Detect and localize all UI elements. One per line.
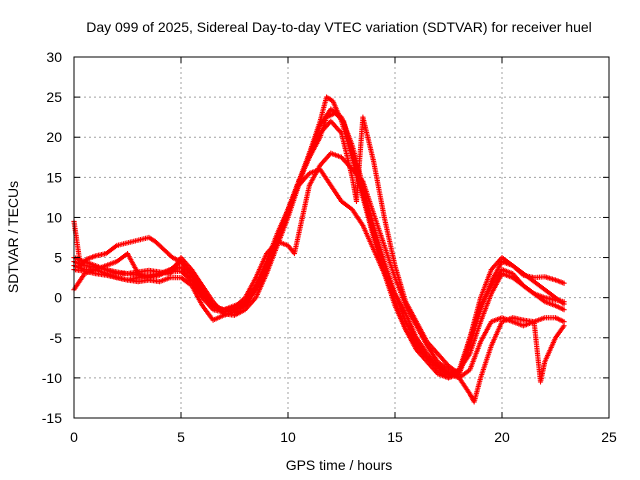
data-point [561,280,567,286]
grid [74,57,609,418]
y-tick-label: 10 [46,209,62,225]
x-tick-label: 25 [601,429,617,445]
y-tick-label: -10 [42,370,62,386]
axis-ticks [73,56,610,419]
chart-title: Day 099 of 2025, Sidereal Day-to-day VTE… [86,19,592,35]
x-tick-label: 10 [280,429,296,445]
x-axis-label: GPS time / hours [286,457,393,473]
tick-labels: 0 5 10 15 20 25 -15 -10 -5 0 5 10 15 20 25 30 [42,49,617,445]
series-track-e [71,150,567,405]
y-tick-label: 30 [46,49,62,65]
y-tick-label: -15 [42,410,62,426]
series-track-a [71,110,567,377]
y-axis-label: SDTVAR / TECUs [5,181,21,293]
y-tick-label: 0 [54,290,62,306]
y-tick-label: 5 [54,250,62,266]
x-tick-label: 15 [387,429,403,445]
y-tick-label: -5 [50,330,63,346]
data-point [561,307,567,313]
x-tick-label: 0 [70,429,78,445]
y-tick-label: 15 [46,169,62,185]
data-points [71,94,567,405]
x-tick-label: 20 [494,429,510,445]
plot-frame [73,56,610,419]
series-track-f [71,114,567,377]
data-point [561,301,567,307]
y-tick-label: 20 [46,129,62,145]
x-tick-label: 5 [177,429,185,445]
y-tick-label: 25 [46,89,62,105]
data-point [561,323,567,329]
